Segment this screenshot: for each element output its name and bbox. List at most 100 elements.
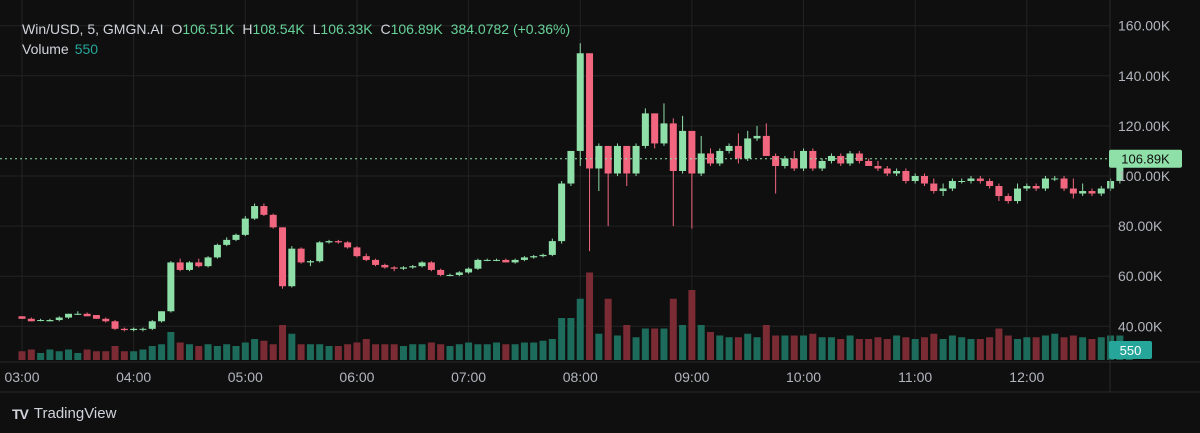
volume-bar: [139, 349, 147, 360]
volume-bar: [986, 337, 994, 360]
candle-body: [381, 264, 389, 268]
last-price-badge-text: 106.89K: [1121, 152, 1170, 167]
candle-body: [865, 160, 873, 166]
candle-body: [92, 315, 100, 319]
y-tick-label: 60.00K: [1118, 268, 1163, 284]
candle-body: [102, 318, 110, 322]
candle-body: [493, 259, 501, 261]
volume-bar: [297, 344, 305, 360]
candle-body: [316, 242, 324, 262]
volume-bar: [390, 344, 398, 360]
volume-label[interactable]: Volume: [22, 41, 69, 57]
candle-body: [399, 267, 407, 269]
candle-body: [511, 259, 519, 263]
x-tick-label: 06:00: [339, 369, 374, 385]
volume-bar: [1097, 337, 1105, 360]
candle-body: [818, 160, 826, 169]
volume-bar: [939, 339, 947, 360]
candle-body: [148, 321, 156, 329]
volume-bar: [427, 342, 435, 360]
volume-bar: [92, 351, 100, 360]
candle-body: [260, 206, 268, 215]
candle-body: [390, 267, 398, 269]
x-tick-label: 04:00: [116, 369, 151, 385]
candle-body: [46, 320, 54, 322]
candle-body: [1023, 186, 1031, 189]
volume-bar: [613, 335, 621, 360]
volume-bar: [520, 342, 528, 360]
price-axis[interactable]: 160.00K 140.00K 120.00K 100.00K 80.00K 60.00K…: [1109, 0, 1171, 392]
volume-bar: [465, 342, 473, 360]
volume-bar: [762, 325, 770, 360]
candle-body: [195, 262, 203, 267]
volume-bar: [493, 342, 501, 360]
volume-bar: [632, 337, 640, 360]
volume-bar: [688, 290, 696, 360]
candle-body: [567, 150, 575, 184]
volume-bar: [260, 340, 268, 360]
candle-body: [297, 248, 305, 263]
candle-body: [837, 155, 845, 164]
candle-body: [269, 214, 277, 228]
volume-bar: [744, 333, 752, 360]
low-label: L: [312, 21, 321, 37]
candle-body: [1014, 188, 1022, 202]
volume-bar: [651, 328, 659, 360]
volume-bar: [781, 335, 789, 360]
candle-body: [632, 145, 640, 174]
volume-bar: [1079, 337, 1087, 360]
y-tick-label: 80.00K: [1118, 218, 1163, 234]
volume-bar: [55, 351, 63, 360]
volume-bar: [204, 344, 212, 360]
volume-bar: [883, 339, 891, 360]
candle-body: [130, 328, 138, 331]
candle-body: [520, 257, 528, 260]
candle-body: [353, 247, 361, 257]
volume-bar: [1051, 333, 1059, 360]
volume-bar: [967, 339, 975, 360]
candle-body: [716, 150, 724, 164]
volume-bar: [474, 344, 482, 360]
candle-body: [576, 53, 584, 151]
volume-bar: [800, 335, 808, 360]
time-axis[interactable]: 03:00 04:00 05:00 06:00 07:00 08:00 09:00 10:00…: [0, 361, 1200, 393]
y-tick-label: 120.00K: [1118, 118, 1171, 134]
candle-body: [530, 256, 538, 258]
candle-body: [1041, 178, 1049, 189]
y-tick-label: 160.00K: [1118, 18, 1171, 34]
candle-body: [781, 158, 789, 166]
candle-body: [204, 257, 212, 267]
candle-body: [641, 113, 649, 146]
candle-body: [1116, 158, 1124, 182]
candle-body: [623, 145, 631, 174]
candle-body: [660, 123, 668, 144]
symbol-label[interactable]: Win/USD, 5, GMGN.AI: [22, 21, 164, 37]
volume-bar: [958, 337, 966, 360]
volume-bar: [679, 325, 687, 360]
volume-bar: [846, 335, 854, 360]
candle-body: [502, 259, 510, 263]
volume-bar: [111, 346, 119, 360]
volume-bar: [669, 298, 677, 360]
volume-bar: [455, 344, 463, 360]
volume-bar: [855, 339, 863, 360]
candle-body: [111, 321, 119, 329]
candle-body: [213, 244, 221, 258]
ohlc-legend: Win/USD, 5, GMGN.AI O106.51K H108.54K L1…: [22, 21, 574, 37]
volume-bar: [548, 339, 556, 360]
volume-bar: [65, 349, 73, 360]
y-tick-label: 40.00K: [1118, 318, 1163, 334]
tradingview-attribution[interactable]: TV TradingView: [12, 405, 116, 422]
volume-bar: [567, 318, 575, 360]
volume-bar: [604, 298, 612, 360]
candle-body: [1088, 191, 1096, 194]
candle-body: [855, 153, 863, 161]
candle-body: [604, 145, 612, 174]
candle-body: [948, 181, 956, 189]
volume-bar: [446, 346, 454, 360]
candle-body: [1097, 188, 1105, 194]
candle-body: [679, 130, 687, 171]
candle-body: [1107, 181, 1115, 189]
volume-bar: [586, 272, 594, 360]
